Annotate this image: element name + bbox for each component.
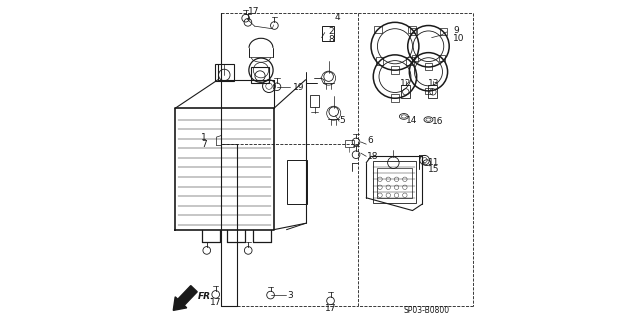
Bar — [425, 88, 431, 94]
Bar — [391, 66, 399, 74]
Bar — [428, 85, 437, 98]
Text: 8: 8 — [328, 35, 333, 44]
Bar — [406, 57, 414, 65]
Text: 3: 3 — [287, 291, 293, 300]
Bar — [376, 57, 383, 65]
Text: 15: 15 — [428, 165, 439, 174]
Bar — [372, 161, 416, 203]
Text: 17: 17 — [248, 7, 260, 16]
Bar — [401, 85, 410, 98]
Text: 19: 19 — [293, 83, 305, 92]
Text: 10: 10 — [453, 34, 465, 43]
FancyArrow shape — [173, 286, 197, 310]
Text: 12: 12 — [401, 79, 412, 88]
Text: 14: 14 — [406, 116, 417, 125]
Bar — [440, 28, 447, 35]
Text: 13: 13 — [428, 79, 439, 88]
Text: SP03-B0800: SP03-B0800 — [404, 306, 450, 315]
Bar — [425, 63, 432, 70]
Bar — [374, 26, 382, 33]
Text: 17: 17 — [324, 304, 336, 313]
Bar — [410, 28, 417, 35]
Bar — [345, 140, 354, 147]
Bar — [287, 160, 307, 204]
Text: 18: 18 — [367, 152, 379, 161]
Bar — [252, 67, 269, 83]
Text: FR.: FR. — [198, 292, 214, 300]
Text: 1: 1 — [201, 133, 207, 142]
Bar — [321, 26, 333, 41]
Bar — [215, 64, 234, 81]
Bar — [439, 55, 445, 62]
Bar — [391, 94, 399, 102]
Text: 6: 6 — [367, 137, 373, 145]
Text: 16: 16 — [431, 117, 443, 126]
Text: 7: 7 — [201, 140, 207, 149]
Text: 2: 2 — [328, 27, 333, 36]
Text: 11: 11 — [428, 158, 439, 167]
Text: 5: 5 — [340, 116, 346, 125]
Text: 9: 9 — [453, 26, 459, 35]
Bar — [377, 168, 412, 198]
Bar — [408, 26, 416, 33]
Text: 4: 4 — [335, 13, 340, 22]
Text: 17: 17 — [210, 298, 221, 307]
Bar — [412, 55, 418, 62]
Bar — [310, 95, 319, 107]
